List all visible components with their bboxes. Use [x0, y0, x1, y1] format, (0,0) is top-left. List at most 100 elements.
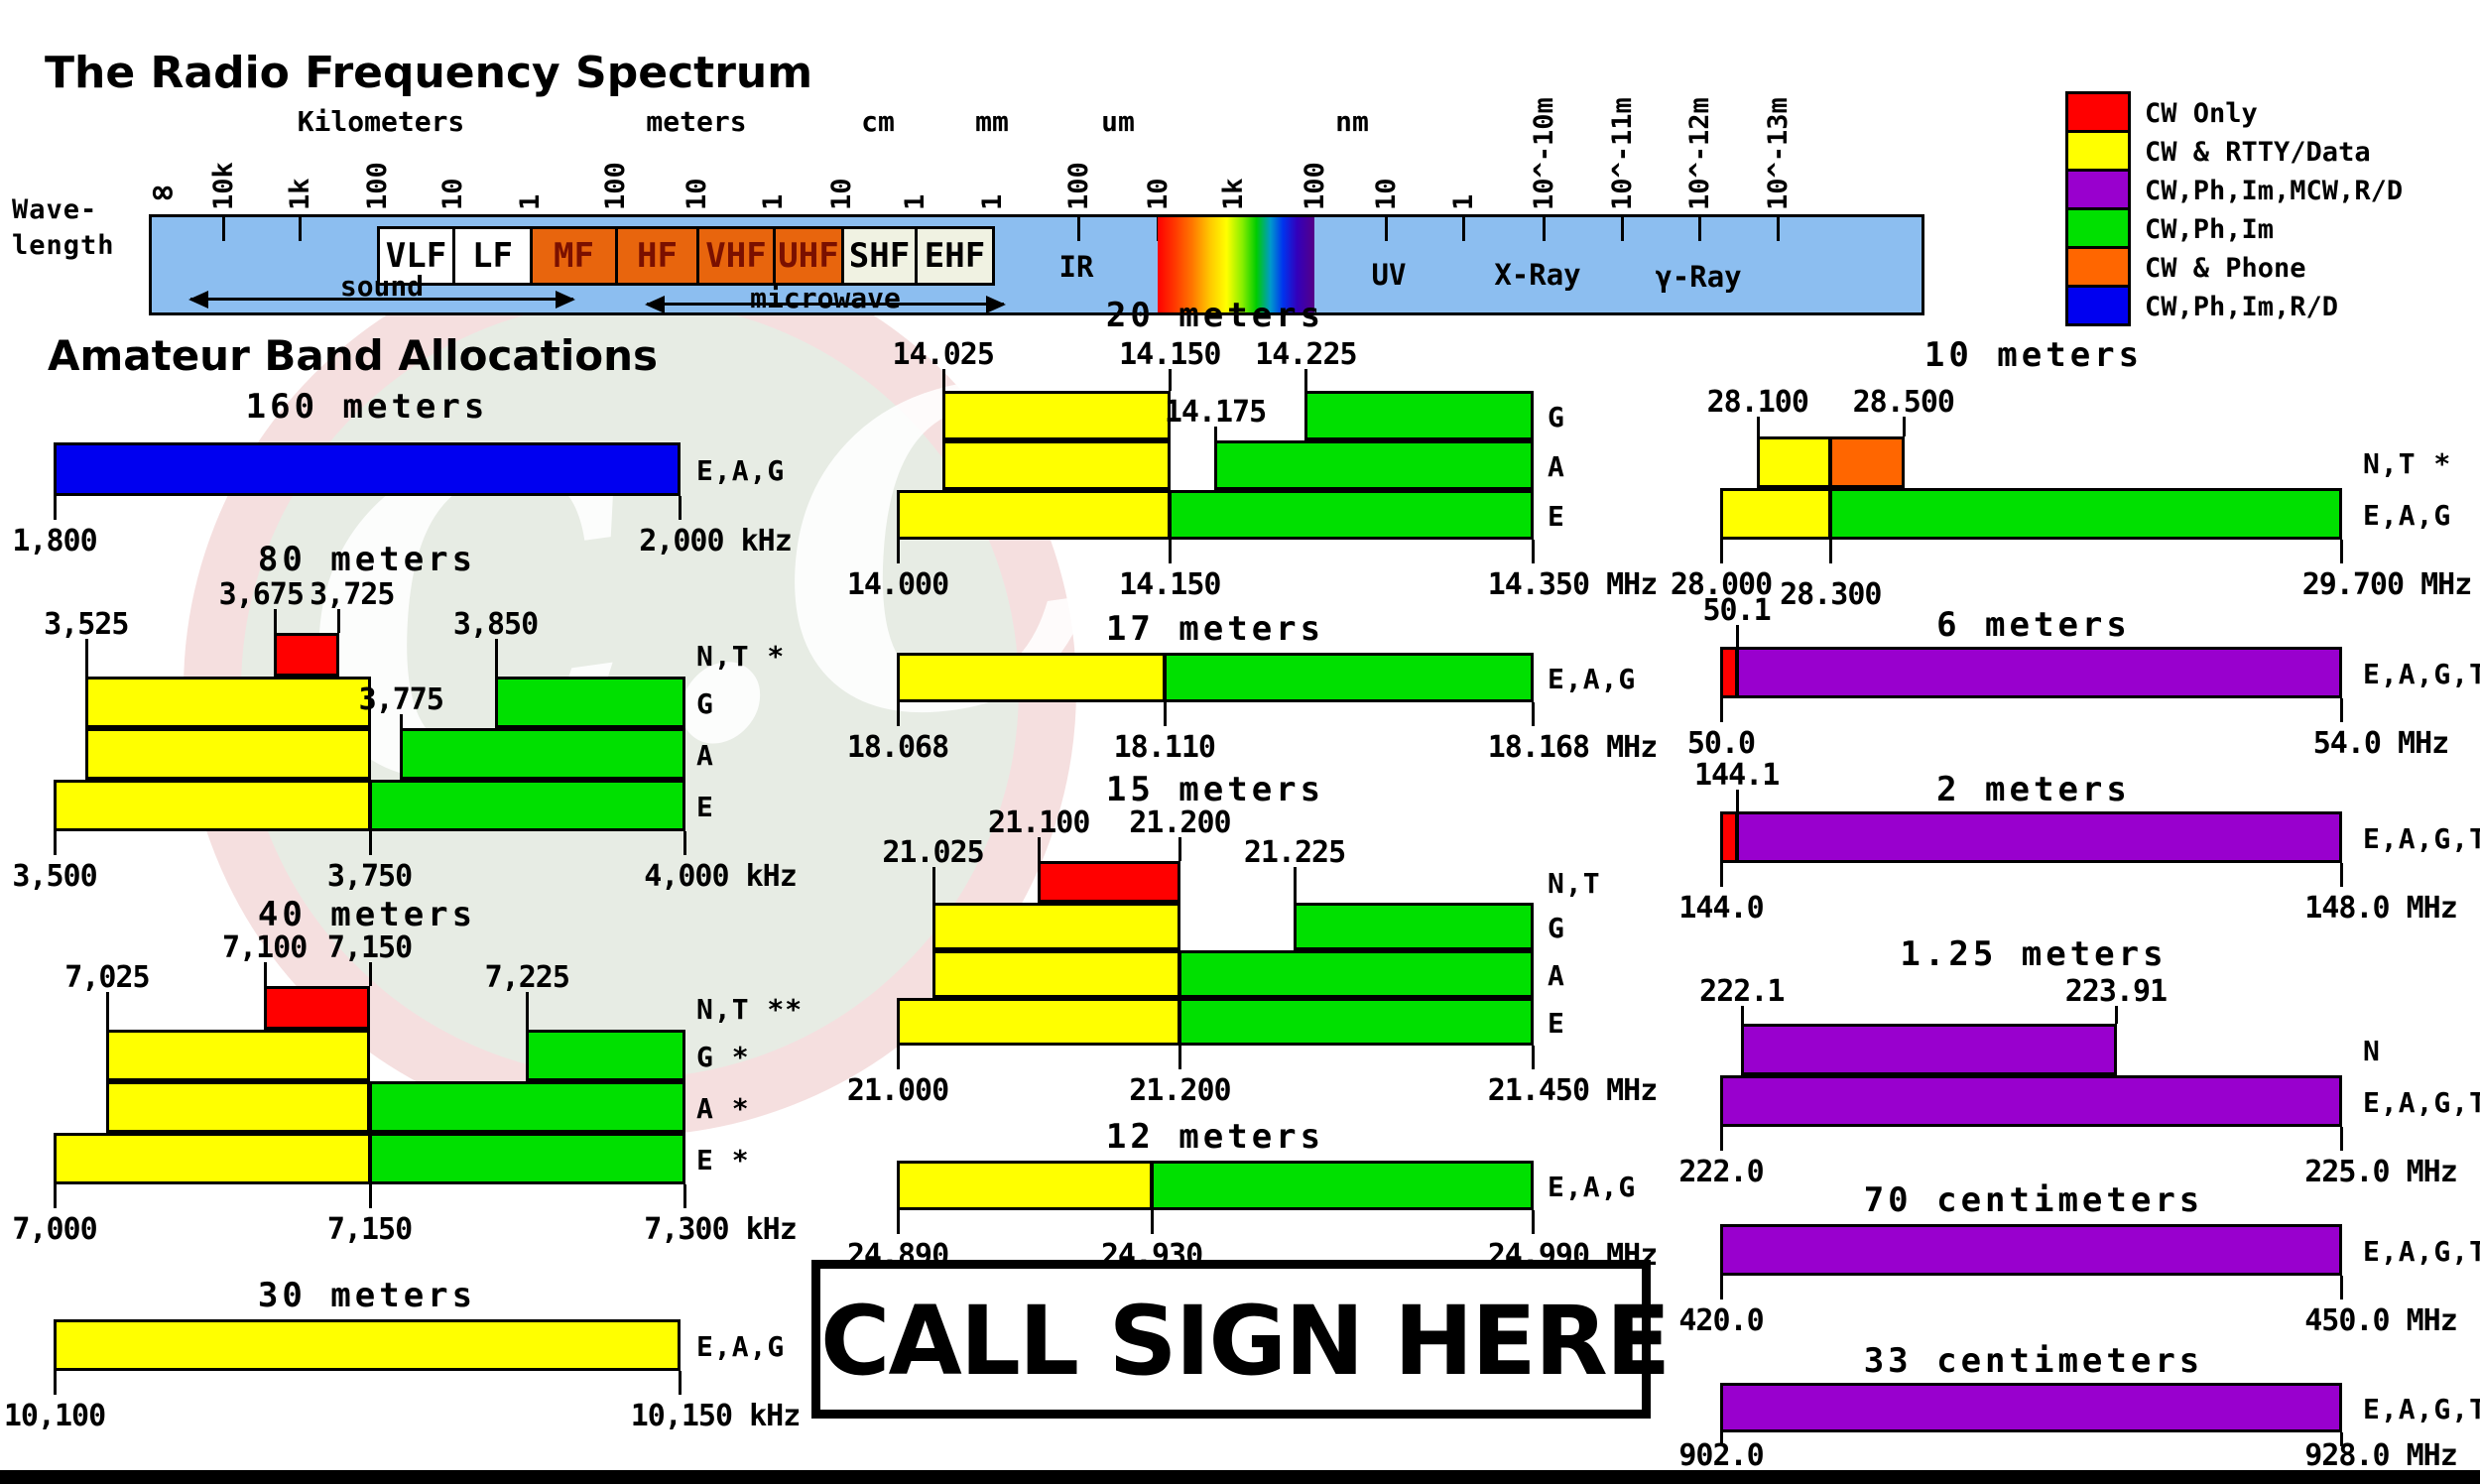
band-segment — [1735, 811, 2342, 863]
band-row-label: E — [696, 791, 714, 823]
freq-tick — [679, 1371, 682, 1395]
band-title: 12 meters — [1105, 1117, 1325, 1157]
band-row-label: G — [696, 687, 714, 720]
band-segment — [84, 728, 371, 780]
spectrum-tick-label: 1k — [285, 178, 315, 210]
freq-label: 50.0 — [1686, 726, 1756, 761]
band-row-label: E * — [696, 1144, 750, 1176]
band-segment — [1294, 903, 1534, 950]
spectrum-group-label: um — [1101, 105, 1135, 138]
band-title: 40 meters — [257, 895, 477, 934]
band-segment — [54, 1319, 681, 1371]
band-title: 2 meters — [1936, 770, 2131, 809]
freq-label: 3,750 — [326, 859, 413, 894]
spectrum-tick-label: 10 — [682, 178, 712, 210]
band-segment — [84, 677, 371, 728]
freq-tick — [1720, 863, 1723, 887]
spectrum-tick-label: 1 — [758, 193, 789, 210]
freq-tick — [54, 496, 57, 520]
band-segment — [941, 440, 1172, 490]
freq-tick — [1735, 790, 1739, 811]
band-row-label: G — [1548, 401, 1565, 433]
freq-tick — [1720, 1276, 1723, 1299]
band-row-label: G — [1548, 912, 1565, 944]
spectrum-tick — [299, 217, 302, 241]
freq-tick — [1720, 1127, 1723, 1151]
band-row-label: E,A,G — [1548, 1171, 1637, 1203]
band-segment — [931, 903, 1181, 950]
band-segment — [1304, 391, 1534, 440]
spectrum-region-label: X-Ray — [1494, 258, 1581, 292]
band-row-label: E — [1548, 500, 1565, 533]
band-row-label: E,A,G — [696, 454, 786, 487]
spectrum-tick — [1462, 217, 1465, 241]
visible-light-rainbow — [1158, 217, 1314, 312]
allocations-title: Amateur Band Allocations — [48, 331, 658, 380]
freq-label: 28.100 — [1706, 385, 1809, 420]
band-segment — [1740, 1024, 2117, 1075]
freq-label: 50.1 — [1702, 593, 1772, 628]
freq-tick — [54, 1184, 57, 1208]
band-segment — [1756, 436, 1832, 488]
band-row-label: A * — [696, 1092, 750, 1125]
freq-label: 21.200 — [1129, 1073, 1231, 1108]
freq-label: 148.0 MHz — [2304, 891, 2458, 926]
band-row-label: E,A,G,T — [2363, 1235, 2480, 1268]
band-segment — [1163, 653, 1534, 702]
band-segment — [1169, 490, 1534, 540]
freq-tick — [1532, 702, 1535, 726]
spectrum-band-lf: LF — [452, 226, 533, 286]
freq-label: 3,500 — [12, 859, 97, 894]
band-segment — [526, 1030, 685, 1081]
spectrum-band-mf: MF — [530, 226, 618, 286]
freq-label: 3,525 — [44, 607, 129, 642]
spectrum-region-label: IR — [1058, 250, 1094, 284]
band-title: 33 centimeters — [1863, 1341, 2204, 1381]
spectrum-tick-label: 1 — [515, 193, 546, 210]
band-row-label: E,A,G,T — [2363, 1393, 2480, 1425]
freq-tick — [84, 639, 88, 677]
band-segment — [897, 490, 1172, 540]
band-segment — [368, 1081, 685, 1133]
bottom-strip — [0, 1470, 2480, 1484]
freq-tick — [368, 962, 372, 986]
spectrum-tick-label: 1k — [1218, 178, 1249, 210]
spectrum-group-label: cm — [861, 105, 895, 138]
band-row-label: E,A,G,T — [2363, 1086, 2480, 1119]
freq-label: 14.225 — [1255, 337, 1357, 372]
freq-label: 450.0 MHz — [2304, 1303, 2458, 1338]
freq-tick — [941, 369, 945, 391]
freq-label: 28.000 — [1670, 567, 1773, 602]
callsign-box: CALL SIGN HERE — [811, 1260, 1671, 1419]
freq-tick — [526, 992, 530, 1030]
spectrum-arrow-label: microwave — [750, 282, 901, 314]
freq-tick — [1151, 1210, 1154, 1234]
freq-label: 29.700 MHz — [2301, 567, 2473, 602]
band-segment — [1720, 1075, 2342, 1127]
spectrum-group-label: nm — [1335, 105, 1369, 138]
band-title: 10 meters — [1923, 335, 2144, 375]
freq-label: 420.0 — [1678, 1303, 1764, 1338]
band-row-label: N,T ** — [696, 993, 804, 1026]
freq-tick — [2340, 1432, 2343, 1446]
freq-tick — [683, 1184, 686, 1208]
band-segment — [368, 1133, 685, 1184]
band-row-label: A — [1548, 450, 1565, 483]
freq-label: 7,225 — [484, 960, 570, 995]
spectrum-tick — [222, 217, 225, 241]
freq-tick — [897, 540, 900, 563]
freq-label: 7,100 — [222, 930, 308, 965]
freq-tick — [1038, 837, 1042, 861]
freq-tick — [263, 962, 267, 986]
freq-label: 7,150 — [326, 930, 413, 965]
freq-tick — [274, 609, 278, 633]
freq-label: 18.110 — [1113, 730, 1216, 765]
freq-tick — [1169, 540, 1173, 563]
band-segment — [274, 633, 339, 677]
band-row-label: E,A,G — [1548, 663, 1637, 695]
band-segment — [897, 998, 1181, 1046]
freq-tick — [1720, 540, 1723, 563]
freq-label: 18.068 — [846, 730, 949, 765]
freq-label: 10,150 kHz — [630, 1399, 802, 1433]
spectrum-tick — [1543, 217, 1546, 241]
